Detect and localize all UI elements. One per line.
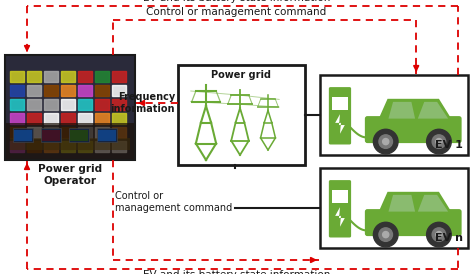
Bar <box>61 85 75 96</box>
Polygon shape <box>389 195 415 212</box>
Circle shape <box>427 129 451 154</box>
Bar <box>5 55 135 160</box>
Bar <box>98 130 116 141</box>
Polygon shape <box>335 114 345 134</box>
FancyBboxPatch shape <box>329 180 351 238</box>
Bar <box>10 85 24 96</box>
Text: Control or
management command: Control or management command <box>115 191 232 213</box>
Bar <box>112 99 126 110</box>
Circle shape <box>383 232 389 238</box>
Bar <box>61 141 75 152</box>
Bar <box>44 85 58 96</box>
Bar <box>78 99 92 110</box>
Bar <box>95 85 109 96</box>
Bar <box>27 99 41 110</box>
Text: Power grid: Power grid <box>211 70 272 80</box>
Circle shape <box>383 139 389 145</box>
Bar <box>42 130 60 141</box>
Bar <box>332 190 347 203</box>
Bar <box>332 97 347 110</box>
Bar <box>10 127 24 138</box>
Polygon shape <box>418 102 448 119</box>
Bar <box>69 128 89 142</box>
Bar <box>27 113 41 124</box>
Bar <box>61 127 75 138</box>
Text: Frequency
information: Frequency information <box>110 92 175 114</box>
Bar <box>44 99 58 110</box>
Bar <box>78 127 92 138</box>
FancyBboxPatch shape <box>365 116 462 143</box>
Circle shape <box>374 129 398 154</box>
Bar <box>10 99 24 110</box>
Bar <box>320 168 468 248</box>
Bar <box>44 71 58 82</box>
Polygon shape <box>378 99 452 119</box>
Bar <box>320 75 468 155</box>
Bar <box>95 99 109 110</box>
Circle shape <box>436 139 442 145</box>
Bar <box>97 128 117 142</box>
Bar <box>5 55 135 160</box>
Circle shape <box>432 135 446 149</box>
Bar <box>14 130 32 141</box>
Bar <box>27 71 41 82</box>
Bar <box>27 85 41 96</box>
Circle shape <box>432 228 446 241</box>
Text: EV n: EV n <box>435 233 463 243</box>
Bar <box>44 113 58 124</box>
Bar <box>27 127 41 138</box>
Bar <box>78 85 92 96</box>
Bar <box>61 113 75 124</box>
Text: EV 1: EV 1 <box>435 140 463 150</box>
Bar <box>13 128 33 142</box>
Circle shape <box>436 232 442 238</box>
Circle shape <box>427 222 451 247</box>
Bar <box>44 141 58 152</box>
Circle shape <box>379 135 392 149</box>
FancyBboxPatch shape <box>329 87 351 144</box>
Bar <box>95 113 109 124</box>
Bar <box>95 71 109 82</box>
Bar <box>10 138 130 150</box>
Bar <box>5 123 135 160</box>
Bar <box>10 71 24 82</box>
Bar <box>27 141 41 152</box>
Bar <box>112 113 126 124</box>
Bar <box>112 85 126 96</box>
Polygon shape <box>378 192 452 212</box>
Bar <box>112 71 126 82</box>
Bar <box>112 127 126 138</box>
Bar <box>95 141 109 152</box>
Polygon shape <box>389 102 415 119</box>
Bar <box>10 113 24 124</box>
Bar <box>95 127 109 138</box>
Polygon shape <box>418 195 448 212</box>
Bar <box>41 128 61 142</box>
Bar <box>70 130 88 141</box>
Bar <box>61 71 75 82</box>
Bar <box>112 141 126 152</box>
Bar <box>44 127 58 138</box>
Bar <box>78 71 92 82</box>
Text: EV and its battery state information: EV and its battery state information <box>143 270 330 274</box>
Circle shape <box>379 228 392 241</box>
Text: Control or management command: Control or management command <box>146 7 327 17</box>
Bar <box>178 65 305 165</box>
Text: Power grid
Operator: Power grid Operator <box>38 164 102 185</box>
Bar <box>10 141 24 152</box>
Bar <box>78 113 92 124</box>
Circle shape <box>374 222 398 247</box>
Bar <box>78 141 92 152</box>
Polygon shape <box>335 207 345 227</box>
Text: EV and its battery state information: EV and its battery state information <box>143 0 330 3</box>
Bar <box>61 99 75 110</box>
FancyBboxPatch shape <box>365 209 462 236</box>
